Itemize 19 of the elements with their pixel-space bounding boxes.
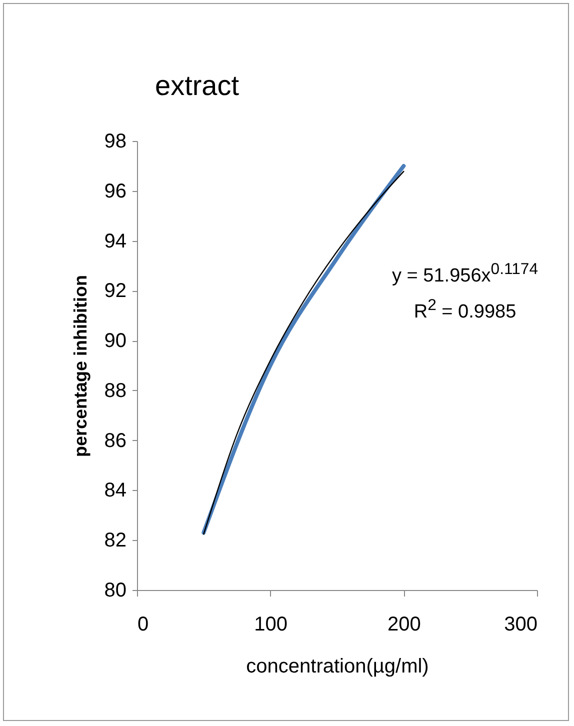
y-tick-label: 80 [104,580,126,602]
y-axis-title: percentage inhibition [70,274,90,458]
x-tick-label: 100 [254,614,288,636]
y-tick-label: 86 [104,430,126,452]
y-tick-label: 96 [104,180,126,202]
y-tick-label: 88 [104,380,126,402]
y-tick-label: 92 [104,280,126,302]
y-tick-label: 82 [104,530,126,552]
y-tick-label: 98 [104,130,126,152]
y-tick-label: 90 [104,330,126,352]
x-tick-label: 300 [504,614,538,636]
x-tick-label: 200 [387,614,421,636]
x-axis-title: concentration(µg/ml) [246,656,429,678]
chart-title: extract [155,70,240,101]
annotation: y = 51.956x$^{0.1174}$ [392,260,538,288]
y-tick-label: 94 [104,230,126,252]
annotation: R$^{2}$ = 0.9985 [412,296,518,325]
y-tick-label: 84 [104,480,126,502]
x-tick-label: 0 [138,614,149,636]
